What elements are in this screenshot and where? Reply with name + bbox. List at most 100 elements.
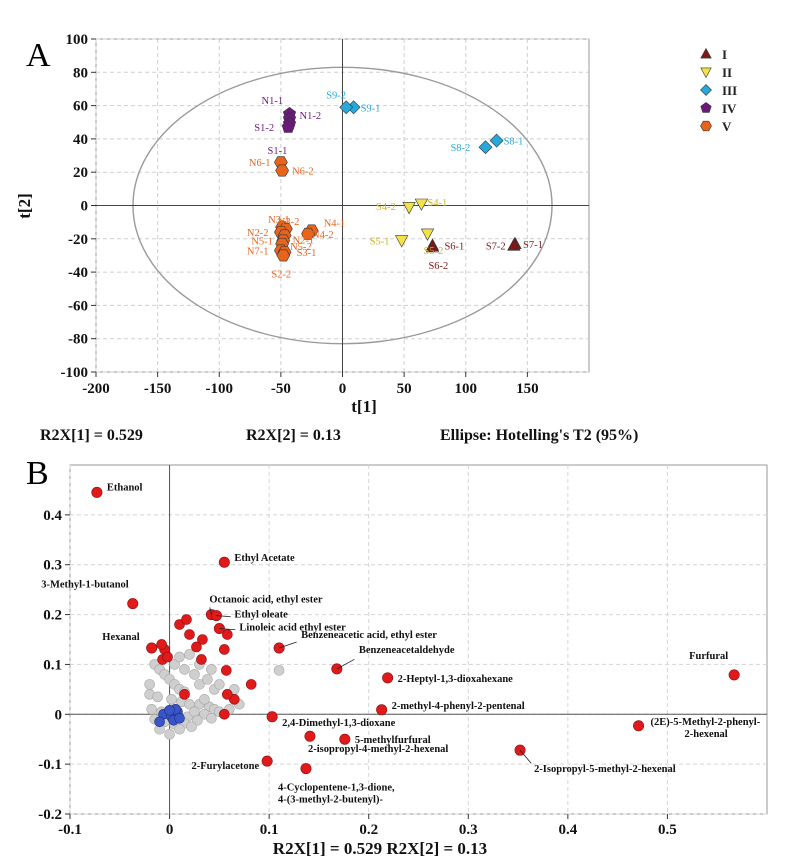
loading-point-1 [218,556,230,568]
point-label-s1-2: S1-2 [254,123,274,134]
loading-point-red [181,614,192,625]
x-tick-label: 0 [166,822,174,838]
loading-point-grey [189,669,200,680]
loading-point-red [219,644,230,655]
stat-r2x2: R2X[2] = 0.13 [246,427,341,444]
loading-label-11: 2-methyl-4-phenyl-2-pentenal [392,701,525,712]
loading-label-6: Hexanal [102,632,139,643]
loading-point-11 [376,704,388,716]
panel-b-loading-plot: B -0.1 0 0.1 0.2 0.3 0.4 0.5-0.2-0.100.10.20.3… [26,455,768,858]
y-tick-label: -100 [61,365,89,381]
point-label-s9-2: S9-2 [326,90,346,101]
y-tick-label: -0.1 [38,757,62,773]
y-tick-label: 80 [73,65,88,81]
legend-label-iii: III [722,83,737,98]
loading-point-red [184,629,195,640]
panel-b-x-axis-title: R2X[1] = 0.529 R2X[2] = 0.13 [273,839,487,858]
loading-point-17 [261,755,273,767]
loading-point-grey [144,679,155,690]
point-label-s4-2: S4-2 [376,202,396,213]
leader-line [336,658,355,670]
point-label-s1-1: S1-1 [268,146,288,157]
point-label-s5-2: S5-2 [424,246,444,257]
point-label-s5-1: S5-1 [370,236,390,247]
loading-point-10 [382,672,394,684]
loading-point-grey [206,712,217,724]
loading-point-grey [179,664,190,675]
point-label-n4-2: N4-2 [312,230,334,241]
y-tick-label: -20 [68,232,88,248]
loading-point-red [222,689,233,700]
loading-point-grey [169,659,180,670]
x-tick-label: 50 [397,381,412,397]
score-point-s2-2 [276,249,291,262]
loading-point-grey [152,691,163,703]
y-tick-label: 0 [55,707,63,723]
score-point-s5-2 [420,228,435,241]
loading-label-17: 2-Furylacetone [191,761,259,772]
loading-point-grey [166,694,177,705]
score-point-s8-1 [489,133,504,148]
x-tick-label: -150 [144,381,172,397]
loading-point-red [156,639,167,650]
loading-label-12: 2,4-Dimethyl-1,3-dioxane [282,718,395,729]
loading-point-grey [184,649,195,660]
loading-point-6 [146,642,158,654]
y-tick-label: 40 [73,132,88,148]
y-tick-label: -40 [68,265,88,281]
point-label-n6-1: N6-1 [249,158,271,169]
loading-point-grey [164,728,175,740]
point-label-n3-1: N3-1 [268,215,290,226]
legend-marker-v [700,120,712,132]
point-label-n6-2: N6-2 [292,167,314,178]
loading-point-14 [339,733,351,745]
y-tick-label: -60 [68,298,88,314]
legend-marker-i [700,47,712,59]
loading-point-grey [214,679,225,690]
point-label-n1-1: N1-1 [262,96,284,107]
point-label-s7-1: S7-1 [523,240,543,251]
loading-label-9: Furfural [689,651,728,662]
score-point-s8-2 [478,140,493,155]
point-label-s8-2: S8-2 [450,143,470,154]
x-tick-label: 100 [455,381,478,397]
y-tick-label: 0.3 [43,558,62,574]
loading-point-7 [273,642,285,654]
score-point-s9-2 [339,100,354,115]
score-point-s4-2 [402,202,416,215]
y-tick-label: 0.2 [43,608,62,624]
loading-point-red [196,654,207,665]
x-tick-label: 0 [339,381,347,397]
y-tick-label: 20 [73,165,88,181]
loading-label-16: 2-Isopropyl-5-methyl-2-hexenal [534,764,676,775]
leader-line [219,628,236,631]
x-tick-label: 0.2 [359,822,378,838]
point-label-s4-1: S4-1 [427,198,447,209]
y-tick-label: 60 [73,99,88,115]
loading-label-3: Octanoic acid, ethyl ester [209,595,322,606]
point-label-n5-1: N5-1 [251,236,273,247]
panel-b-plot-area [69,464,768,815]
loading-point-red [162,651,173,663]
loading-label-18: 4-Cyclopentene-1,3-dione, [278,783,395,794]
loading-label-13-line2: 2-hexenal [685,729,728,740]
loading-point-15 [304,730,316,742]
x-tick-label: -50 [271,381,291,397]
point-label-s6-1: S6-1 [444,241,464,252]
x-tick-label: 0.1 [260,822,279,838]
leader-line [209,607,212,615]
point-label-n1-2: N1-2 [300,111,322,122]
loading-label-13: (2E)-5-Methyl-2-phenyl- [651,717,761,728]
point-label-s8-1: S8-1 [504,137,524,148]
loading-point-18 [300,763,312,775]
loading-label-15: 2-isopropyl-4-methyl-2-hexenal [308,744,448,755]
point-label-s6-2: S6-2 [428,261,448,272]
point-label-s9-1: S9-1 [361,103,381,114]
x-tick-label: -100 [206,381,234,397]
legend-label-iv: IV [722,101,737,116]
score-point-s5-1 [394,235,409,248]
loading-label-2: 3-Methyl-1-butanol [41,580,129,591]
y-tick-label: 0.1 [43,657,62,673]
